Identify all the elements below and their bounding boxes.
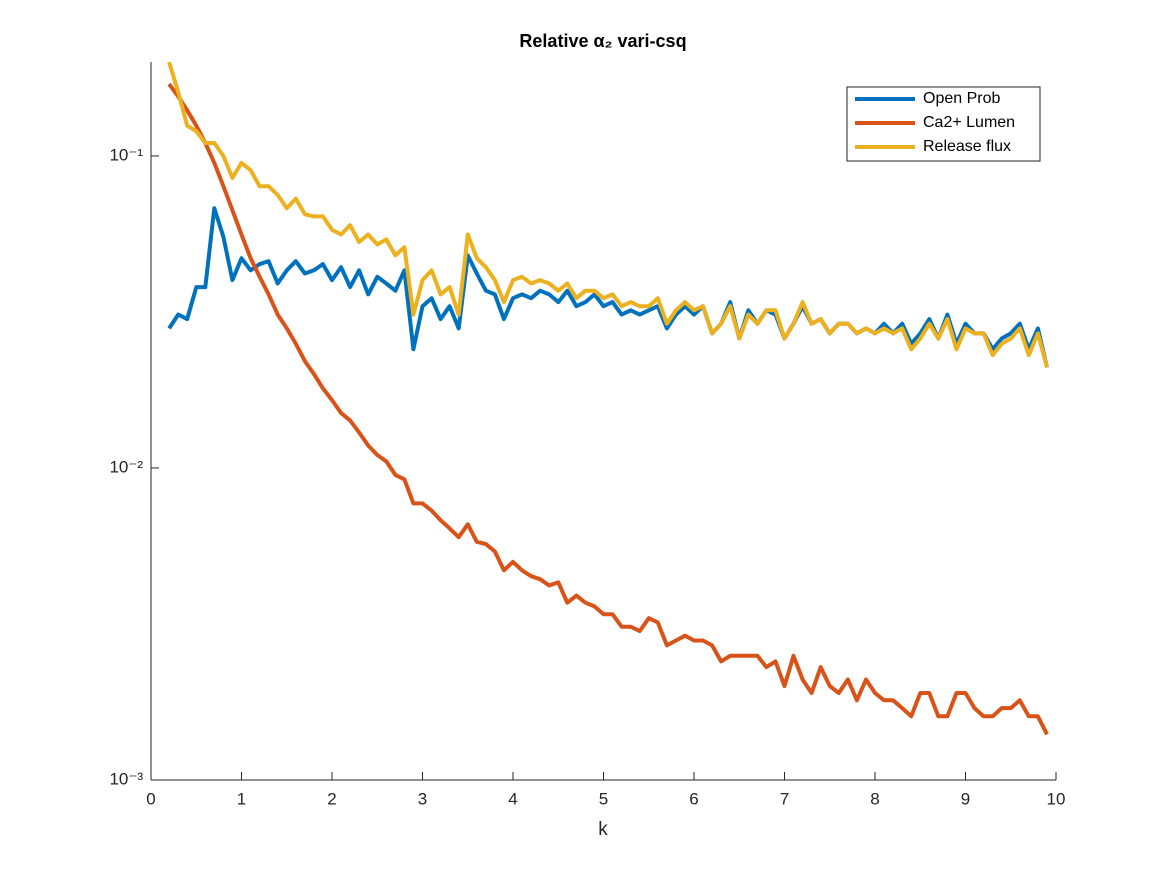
data-line bbox=[167, 206, 1049, 368]
x-tick-label: 9 bbox=[961, 789, 970, 808]
x-tick-label: 6 bbox=[689, 789, 698, 808]
y-tick-label: 10⁻² bbox=[109, 457, 143, 476]
x-tick-label: 7 bbox=[780, 789, 789, 808]
x-tick-label: 1 bbox=[237, 789, 246, 808]
y-tick-label: 10⁻¹ bbox=[109, 145, 143, 164]
x-axis-label: k bbox=[598, 819, 608, 840]
x-tick-label: 2 bbox=[327, 789, 336, 808]
x-tick-label: 8 bbox=[870, 789, 879, 808]
legend-label: Ca2+ Lumen bbox=[923, 114, 1015, 131]
chart-title: Relative α₂ vari-csq bbox=[519, 31, 686, 51]
x-tick-label: 10 bbox=[1047, 789, 1066, 808]
x-tick-label: 4 bbox=[508, 789, 517, 808]
x-tick-label: 0 bbox=[146, 789, 155, 808]
x-tick-label: 3 bbox=[418, 789, 427, 808]
y-tick-label: 10⁻³ bbox=[109, 769, 143, 788]
data-line bbox=[167, 82, 1049, 736]
legend-label: Open Prob bbox=[923, 90, 1000, 107]
legend-label: Release flux bbox=[923, 138, 1011, 155]
x-tick-label: 5 bbox=[599, 789, 608, 808]
data-line bbox=[167, 62, 1049, 368]
